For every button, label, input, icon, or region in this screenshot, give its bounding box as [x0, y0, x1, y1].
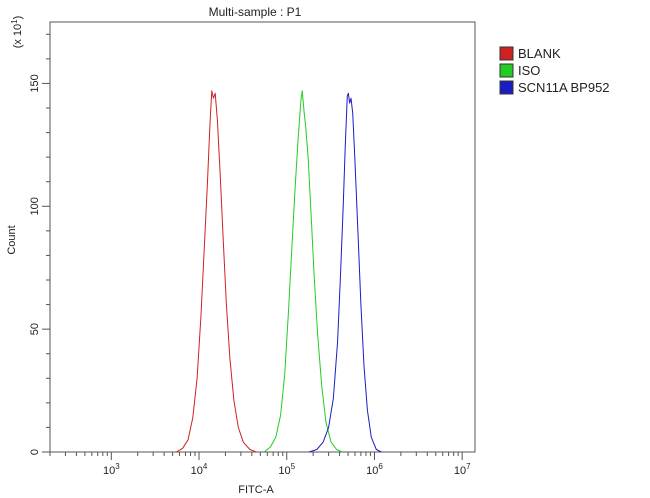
x-axis-title: FITC-A [238, 484, 274, 496]
y-tick-label: 0 [29, 449, 41, 455]
legend-swatch [499, 46, 514, 61]
y-tick-label: 50 [29, 323, 41, 335]
series-line-blank [176, 90, 257, 453]
x-tick-label: 107 [454, 462, 471, 477]
x-tick-label: 103 [103, 462, 120, 477]
x-tick-label: 106 [366, 462, 383, 477]
legend: BLANK ISO SCN11A BP952 [499, 46, 610, 95]
x-tick-label: 104 [191, 462, 208, 477]
x-axis: 103 104 105 106 107 [49, 452, 471, 477]
y-axis: 0 50 100 150 [29, 33, 50, 455]
legend-label: SCN11A BP952 [518, 80, 610, 95]
plot-area [176, 90, 382, 453]
legend-label: BLANK [518, 46, 561, 61]
series-line-iso [263, 90, 343, 453]
legend-swatch [499, 80, 514, 95]
series-line-scn11a-bp952 [308, 92, 382, 453]
x-tick-label: 105 [278, 462, 295, 477]
legend-swatch [499, 63, 514, 78]
legend-label: ISO [518, 63, 540, 78]
plot-frame [49, 21, 476, 453]
y-axis-title: Count [6, 225, 18, 254]
y-tick-label: 150 [29, 74, 41, 92]
y-tick-label: 100 [29, 197, 41, 215]
y-multiplier-label: (x 101) [10, 16, 24, 49]
chart-title: Multi-sample : P1 [209, 5, 302, 19]
